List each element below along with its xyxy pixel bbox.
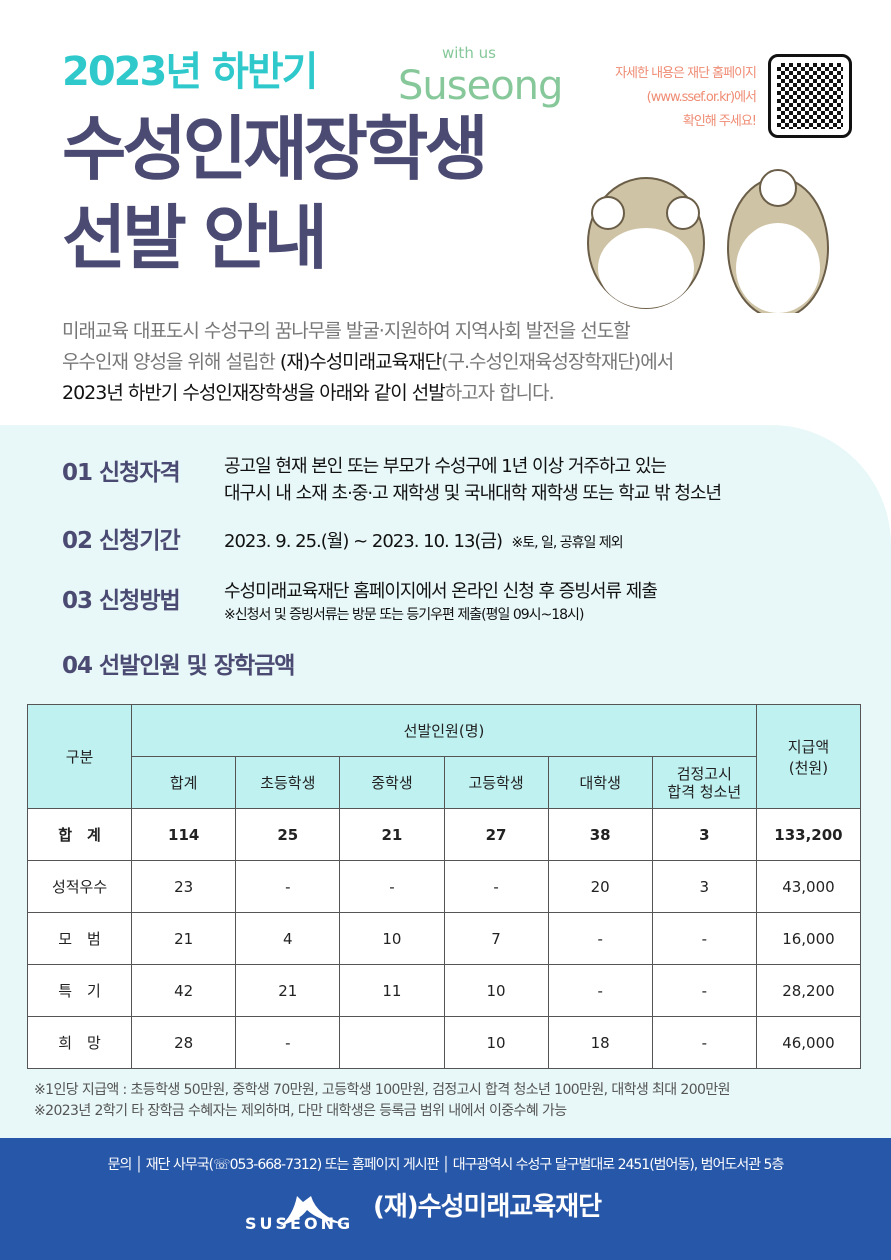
table-cell: 133,200 — [755, 808, 862, 861]
table-cell: 46,000 — [755, 1016, 862, 1069]
intro-part: (구.수성인재육성장학재단)에서 — [441, 351, 674, 373]
row-label: 희 망 — [26, 1016, 133, 1069]
intro-line: 우수인재 양성을 위해 설립한 (재)수성미래교육재단(구.수성인재육성장학재단… — [62, 347, 674, 378]
row-label: 특 기 — [26, 964, 133, 1017]
subtitle: 2023년 하반기 — [62, 49, 318, 95]
intro-emphasis: 2023년 하반기 수성인재장학생을 아래와 같이 선발 — [62, 382, 446, 404]
section-eligibility-heading: 01 신청자격 — [62, 460, 181, 486]
table-cell: 20 — [547, 860, 653, 913]
table-cell — [339, 1016, 445, 1069]
table-cell: 10 — [443, 1016, 549, 1069]
brand-logo: Suseong — [398, 63, 563, 109]
table-cell: 38 — [547, 808, 653, 861]
table-row: 희 망 28-10 18-46,000 — [26, 1016, 862, 1069]
page-title: 수성인재장학생 — [62, 108, 489, 190]
table-cell: - — [547, 912, 653, 965]
table-row: 합 계 114 25 21 27 38 3 133,200 — [26, 808, 862, 861]
header-sub: 검정고시 합격 청소년 — [651, 756, 757, 809]
table-cell: 18 — [547, 1016, 653, 1069]
table-cell: 21 — [235, 964, 341, 1017]
footnotes: ※1인당 지급액 : 초등학생 50만원, 중학생 70만원, 고등학생 100… — [34, 1080, 731, 1122]
eligibility-line: 공고일 현재 본인 또는 부모가 수성구에 1년 이상 거주하고 있는 — [224, 456, 667, 477]
section-period-text: 2023. 9. 25.(월) ~ 2023. 10. 13(금) ※토, 일,… — [224, 528, 624, 557]
intro-text: 미래교육 대표도시 수성구의 꿈나무를 발굴·지원하여 지역사회 발전을 선도할… — [62, 316, 674, 409]
table-cell: 25 — [235, 808, 341, 861]
quota-table: 구분 선발인원(명) 지급액 (천원) 합계 초등학생 중학생 고등학생 대학생 검정고시… — [26, 704, 862, 1069]
header-category: 구분 — [26, 704, 133, 809]
footnote: ※1인당 지급액 : 초등학생 50만원, 중학생 70만원, 고등학생 100… — [34, 1082, 731, 1098]
eligibility-line: 대구시 내 소재 초·중·고 재학생 및 국내대학 재학생 또는 학교 밖 청소… — [224, 483, 722, 504]
intro-line: 2023년 하반기 수성인재장학생을 아래와 같이 선발하고자 합니다. — [62, 378, 673, 409]
brand-tagline: with us — [442, 44, 496, 62]
note-line: 자세한 내용은 재단 홈페이지 — [615, 66, 757, 81]
row-label: 모 범 — [26, 912, 133, 965]
table-cell: 114 — [131, 808, 237, 861]
table-row: 특 기 42 21 11 10- -28,200 — [26, 964, 862, 1017]
intro-line: 미래교육 대표도시 수성구의 꿈나무를 발굴·지원하여 지역사회 발전을 선도할 — [62, 320, 631, 342]
intro-part: 하고자 합니다. — [444, 382, 555, 404]
footnote: ※2023년 2학기 타 장학금 수혜자는 제외하며, 다만 대학생은 등록금 … — [34, 1103, 567, 1119]
table-row: 모 범 21 4 10 7- -16,000 — [26, 912, 862, 965]
homepage-note: 자세한 내용은 재단 홈페이지 (www.ssef.or.kr)에서 확인해 주… — [615, 62, 757, 134]
table-cell: 23 — [131, 860, 237, 913]
table-cell: 21 — [131, 912, 237, 965]
row-label: 합 계 — [26, 808, 133, 861]
table-cell: - — [235, 860, 341, 913]
foundation-name: (재)수성미래교육재단 — [279, 351, 442, 373]
method-note: ※신청서 및 증빙서류는 방문 또는 등기우편 제출(평일 09시~18시) — [224, 607, 584, 623]
table-cell: 27 — [443, 808, 549, 861]
header-sub: 초등학생 — [235, 756, 341, 809]
contact-info: 문의 │ 재단 사무국(☏053-668-7312) 또는 홈페이지 게시판 │… — [107, 1157, 785, 1173]
note-line: 확인해 주세요! — [682, 114, 757, 129]
table-cell: 11 — [339, 964, 445, 1017]
section-method-heading: 03 신청방법 — [62, 588, 181, 614]
table-cell: 16,000 — [755, 912, 862, 965]
period-dates: 2023. 9. 25.(월) ~ 2023. 10. 13(금) — [224, 531, 503, 552]
table-cell: 4 — [235, 912, 341, 965]
table-cell: 28,200 — [755, 964, 862, 1017]
table-cell: - — [235, 1016, 341, 1069]
row-label: 성적우수 — [26, 860, 133, 913]
table-cell: 43,000 — [755, 860, 862, 913]
table-cell: 10 — [339, 912, 445, 965]
suseong-logo-icon — [280, 1196, 345, 1226]
header-sub: 대학생 — [547, 756, 653, 809]
header-sub: 합계 — [131, 756, 237, 809]
table-cell: - — [651, 1016, 757, 1069]
table-cell: 21 — [339, 808, 445, 861]
table-cell: 42 — [131, 964, 237, 1017]
section-period-heading: 02 신청기간 — [62, 528, 181, 554]
table-cell: - — [443, 860, 549, 913]
header-sub: 고등학생 — [443, 756, 549, 809]
period-note: ※토, 일, 공휴일 제외 — [511, 535, 623, 551]
section-method-text: 수성미래교육재단 홈페이지에서 온라인 신청 후 증빙서류 제출 ※신청서 및 … — [224, 578, 658, 624]
header-sub: 중학생 — [339, 756, 445, 809]
mascot-illustration — [587, 169, 829, 313]
table-cell: - — [547, 964, 653, 1017]
table-cell: 3 — [651, 808, 757, 861]
table-cell: - — [339, 860, 445, 913]
logo-text: SUSEONG — [245, 1214, 354, 1233]
intro-part: 우수인재 양성을 위해 설립한 — [62, 351, 280, 373]
organization-name: (재)수성미래교육재단 — [373, 1192, 602, 1222]
table-cell: 28 — [131, 1016, 237, 1069]
footer: 문의 │ 재단 사무국(☏053-668-7312) 또는 홈페이지 게시판 │… — [0, 1138, 891, 1260]
header-amount: 지급액 (천원) — [755, 704, 862, 809]
section-eligibility-text: 공고일 현재 본인 또는 부모가 수성구에 1년 이상 거주하고 있는 대구시 … — [224, 453, 722, 507]
table-cell: - — [651, 912, 757, 965]
header-quota-group: 선발인원(명) — [131, 704, 757, 757]
section-quota-heading: 04 선발인원 및 장학금액 — [62, 653, 295, 679]
table-cell: 10 — [443, 964, 549, 1017]
table-row: 성적우수 23- - -20 3 43,000 — [26, 860, 862, 913]
table-cell: 7 — [443, 912, 549, 965]
table-cell: - — [651, 964, 757, 1017]
page-title-line2: 선발 안내 — [62, 197, 328, 279]
note-line: (www.ssef.or.kr)에서 — [646, 90, 757, 105]
table-cell: 3 — [651, 860, 757, 913]
qr-code[interactable] — [768, 54, 852, 138]
method-text: 수성미래교육재단 홈페이지에서 온라인 신청 후 증빙서류 제출 — [224, 581, 658, 602]
